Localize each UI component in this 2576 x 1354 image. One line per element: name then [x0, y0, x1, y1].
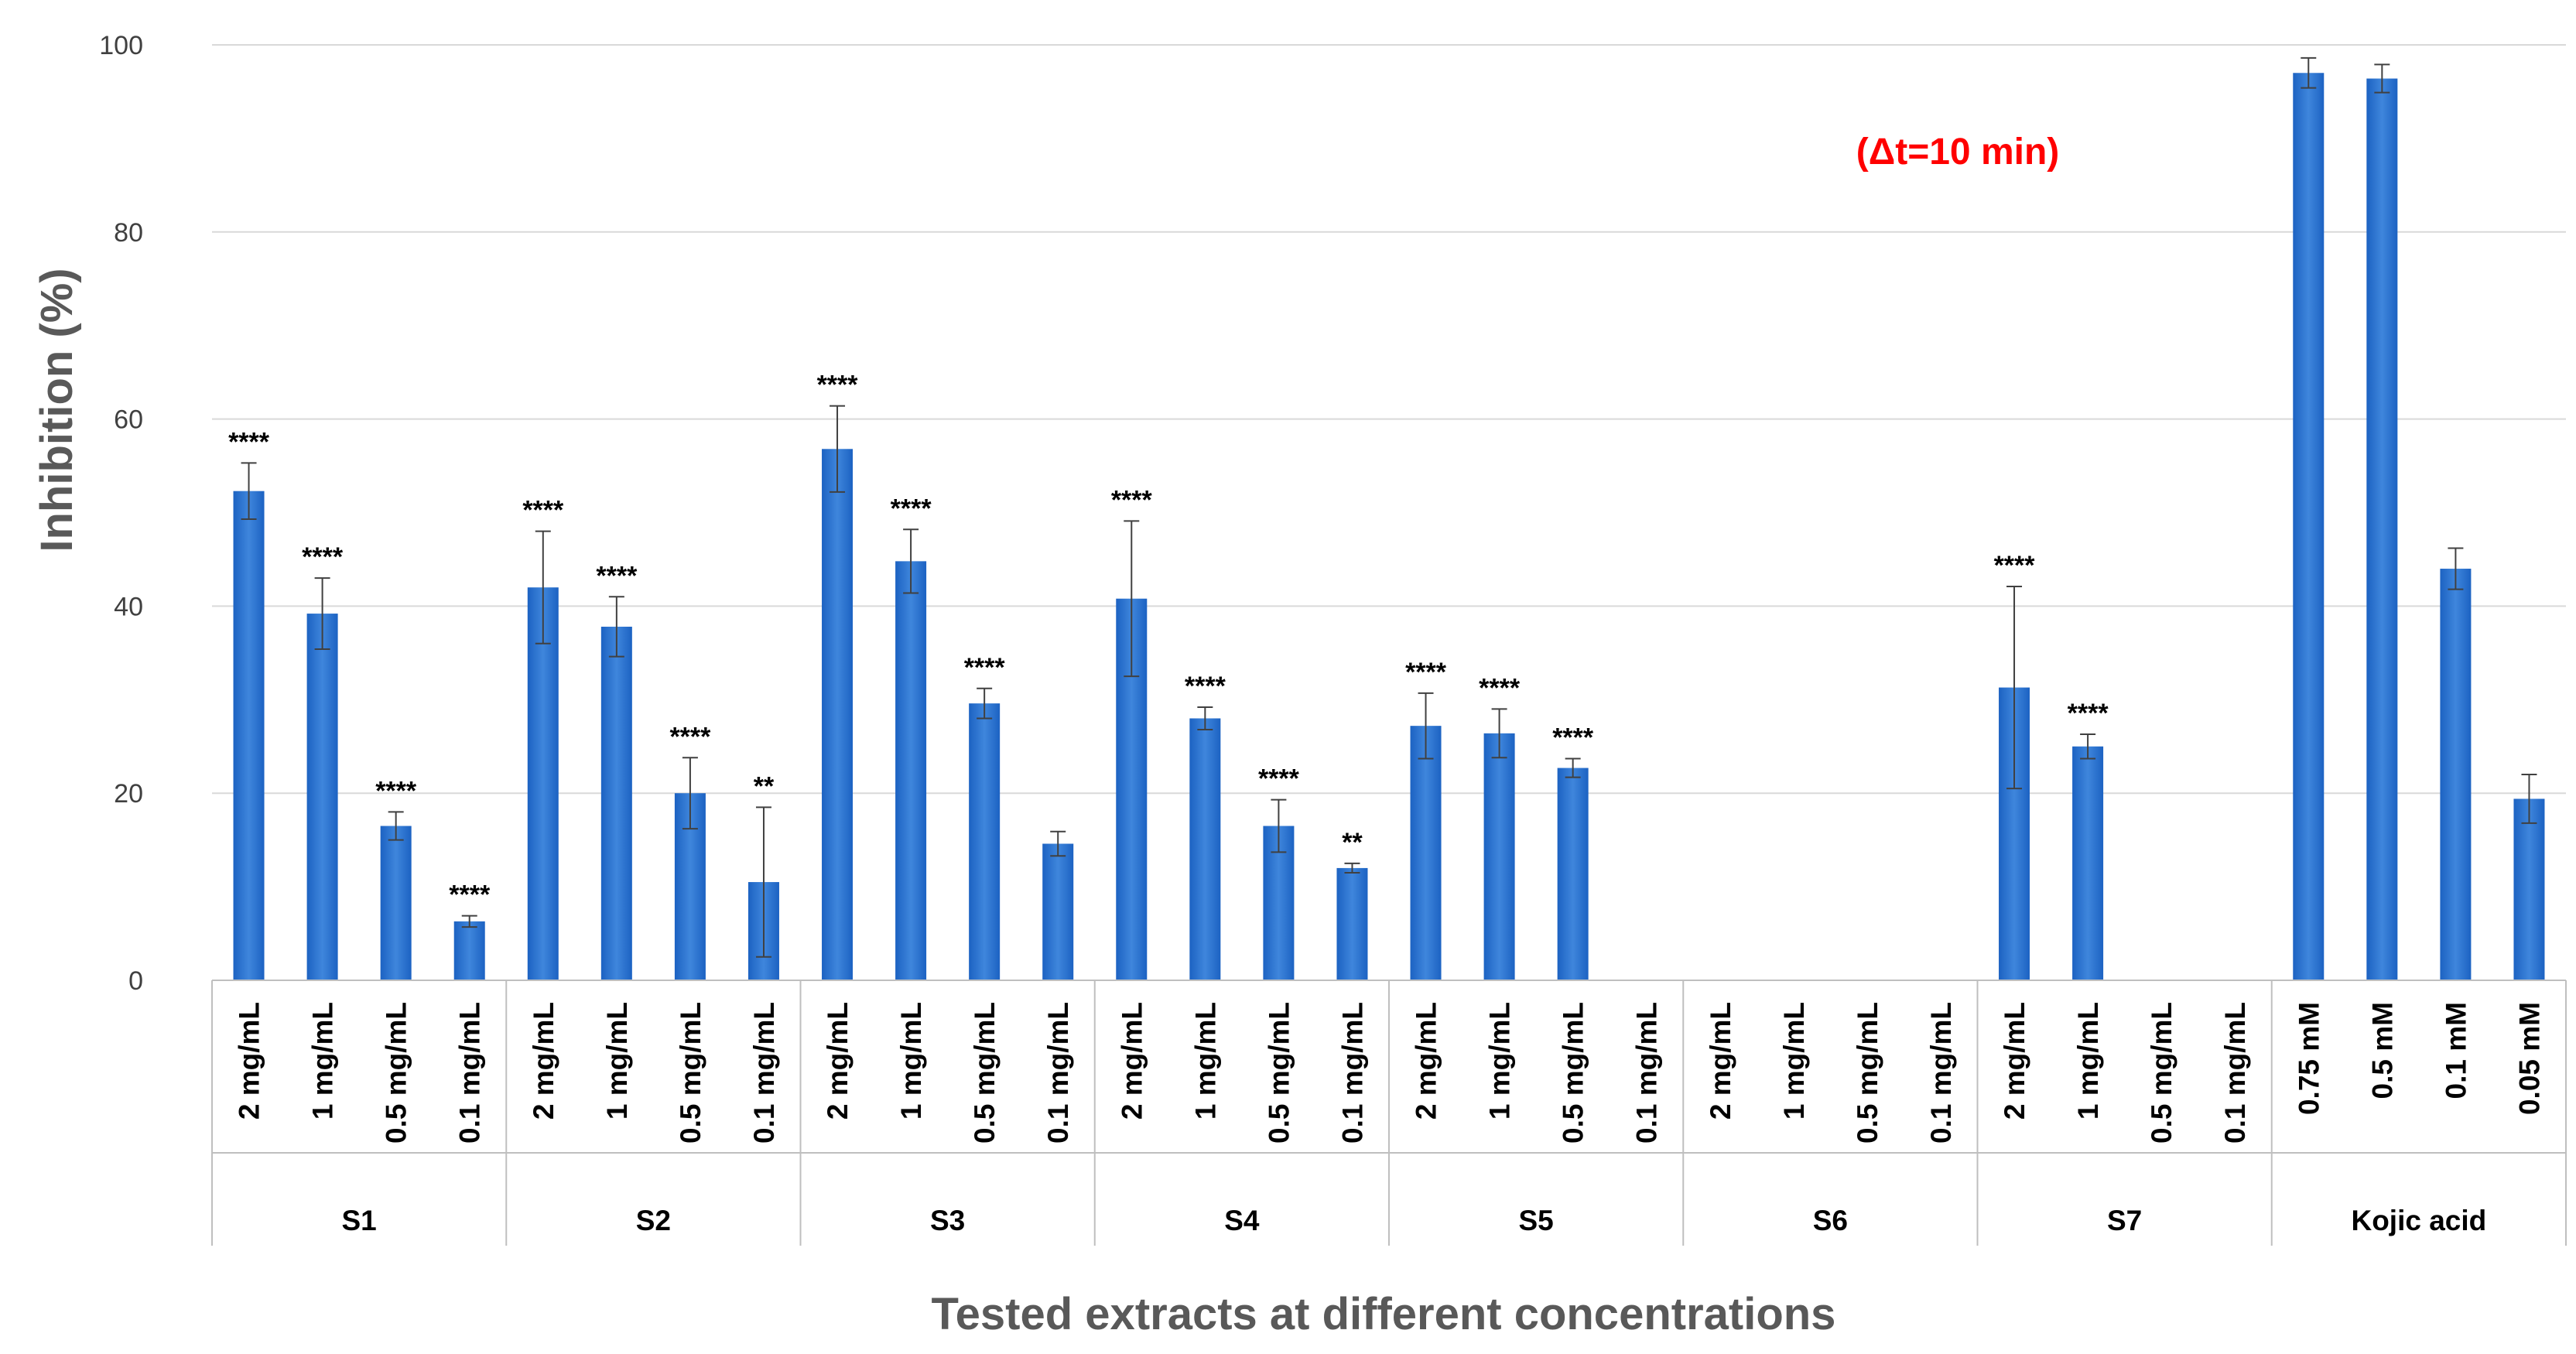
bar: [1042, 843, 1074, 980]
bar: [1483, 733, 1515, 980]
significance-label: ****: [1994, 551, 2036, 580]
axes: 0 20 40 60 80 100 S1 2 mg/mL 1 mg/mL 0.5 mg/mL 0.1…: [99, 31, 2567, 1246]
category-label: 0.1 mg/mL: [1042, 1002, 1074, 1144]
gridlines: [212, 44, 2566, 795]
group-label: S7: [2107, 1205, 2142, 1236]
significance-label: ****: [1185, 672, 1226, 701]
bar: [822, 449, 854, 980]
significance-label: **: [754, 771, 775, 801]
bar: [895, 561, 927, 980]
category-label: 0.5 mg/mL: [675, 1002, 706, 1144]
bar: [2440, 569, 2472, 980]
significance-label: ****: [1258, 764, 1300, 794]
bar: [306, 614, 338, 980]
significance-label: ****: [891, 494, 932, 523]
category-label: 0.5 mg/mL: [1558, 1002, 1589, 1144]
bar: [600, 626, 632, 980]
y-tick-label: 40: [114, 592, 143, 621]
y-tick-label: 80: [114, 218, 143, 248]
category-label: 0.75 mM: [2293, 1002, 2325, 1115]
category-label: 2 mg/mL: [1411, 1002, 1442, 1120]
category-label: 2 mg/mL: [528, 1002, 559, 1120]
category-label: 0.5 mg/mL: [1263, 1002, 1295, 1144]
category-label: 2 mg/mL: [1116, 1002, 1148, 1120]
y-tick-label: 20: [114, 779, 143, 809]
bar: [453, 921, 485, 980]
category-label: 2 mg/mL: [1999, 1002, 2030, 1120]
bar: [1189, 718, 1221, 980]
bar: [233, 491, 265, 980]
category-label: 0.5 mg/mL: [1852, 1002, 1883, 1144]
category-label: 0.1 mg/mL: [1336, 1002, 1368, 1144]
category-label: 1 mg/mL: [307, 1002, 339, 1120]
significance-label: ****: [1111, 485, 1153, 515]
significance-label: ****: [1479, 673, 1521, 703]
category-label: 0.1 mg/mL: [1631, 1002, 1663, 1144]
y-tick-label: 100: [99, 31, 143, 60]
significance-label: ****: [669, 722, 711, 751]
bar: [1557, 768, 1589, 980]
significance-label: ****: [2068, 699, 2109, 728]
category-label: 1 mg/mL: [1484, 1002, 1516, 1120]
group-label: S4: [1224, 1205, 1260, 1236]
category-label: 0.1 mg/mL: [2219, 1002, 2251, 1144]
category-label: 0.5 mg/mL: [2146, 1002, 2177, 1144]
group-label: S3: [930, 1205, 965, 1236]
category-label: 0.5 mg/mL: [969, 1002, 1001, 1144]
bar: [527, 587, 559, 980]
bar: [2072, 746, 2104, 980]
category-label: 2 mg/mL: [1705, 1002, 1736, 1120]
category-label: 2 mg/mL: [822, 1002, 854, 1120]
significance-label: ****: [375, 776, 417, 805]
category-label: 0.1 mg/mL: [454, 1002, 486, 1144]
significance-label: ****: [1552, 723, 1594, 752]
category-label: 0.5 mg/mL: [381, 1002, 412, 1144]
category-label: 2 mg/mL: [234, 1002, 265, 1120]
significance-label: ****: [449, 880, 491, 910]
bar: [1336, 867, 1368, 980]
y-axis-label: Inhibition (%): [32, 268, 82, 552]
group-label: S5: [1518, 1205, 1553, 1236]
group-label: S2: [636, 1205, 671, 1236]
y-tick-label: 60: [114, 405, 143, 435]
y-tick-label: 0: [128, 966, 143, 996]
category-label: 1 mg/mL: [1778, 1002, 1810, 1120]
group-label: S1: [341, 1205, 376, 1236]
category-label: 1 mg/mL: [601, 1002, 633, 1120]
bar: [2293, 73, 2325, 980]
bar: [380, 826, 412, 980]
bars: ****************************************…: [228, 56, 2545, 980]
bar: [2366, 78, 2398, 980]
category-label: 0.5 mM: [2366, 1002, 2398, 1099]
significance-label: ****: [522, 496, 564, 525]
significance-label: ****: [596, 561, 638, 590]
time-annotation: (Δt=10 min): [1856, 132, 2060, 173]
x-axis-label: Tested extracts at different concentrati…: [932, 1289, 1836, 1339]
category-label: 0.1 mg/mL: [748, 1002, 780, 1144]
significance-label: **: [1342, 828, 1363, 857]
category-label: 1 mg/mL: [2072, 1002, 2104, 1120]
category-label: 0.05 mM: [2513, 1002, 2545, 1115]
category-label: 0.1 mM: [2440, 1002, 2472, 1099]
significance-label: ****: [1405, 658, 1447, 687]
bar: [2513, 798, 2545, 980]
significance-label: ****: [964, 653, 1006, 682]
category-label: 1 mg/mL: [895, 1002, 927, 1120]
category-label: 0.1 mg/mL: [1925, 1002, 1957, 1144]
bar: [1410, 726, 1442, 980]
group-label: Kojic acid: [2351, 1205, 2486, 1236]
significance-label: ****: [228, 427, 270, 456]
bar: [969, 703, 1001, 980]
category-label: 1 mg/mL: [1189, 1002, 1221, 1120]
group-label: S6: [1813, 1205, 1848, 1236]
significance-label: ****: [302, 542, 344, 572]
significance-label: ****: [817, 371, 859, 400]
